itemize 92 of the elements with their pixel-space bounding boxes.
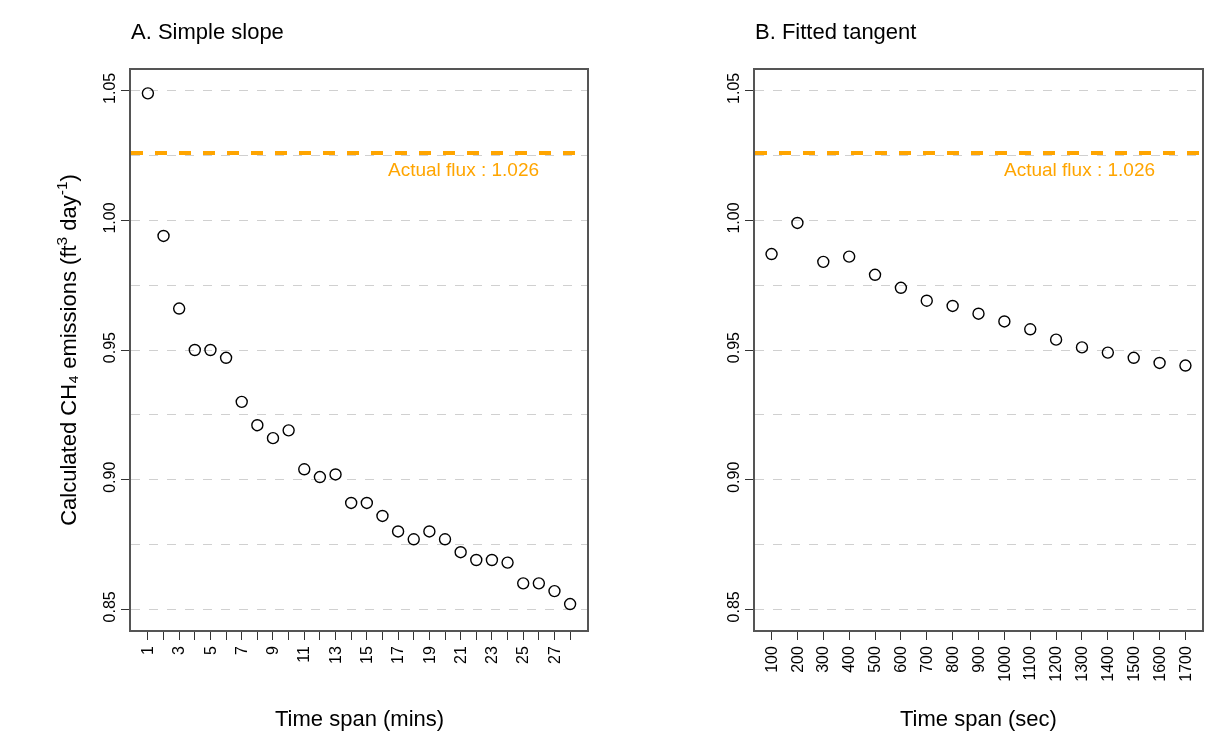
point (868, 268, 882, 282)
point (141, 87, 155, 100)
x-tick-label: 500 (866, 646, 884, 673)
y-tick-label: 0.85 (100, 591, 118, 623)
x-tick-label: 5 (201, 646, 219, 656)
point (563, 597, 577, 611)
x-tick-label: 900 (969, 646, 987, 673)
point (501, 556, 514, 569)
point (1049, 333, 1063, 346)
point (517, 577, 530, 590)
point (438, 533, 452, 546)
point (894, 281, 908, 294)
point (266, 431, 280, 445)
point (360, 496, 374, 510)
y-tick-label: 0.95 (724, 331, 742, 364)
point (470, 553, 483, 567)
x-tick-label: 11 (295, 646, 313, 663)
point (485, 553, 499, 567)
point (188, 343, 201, 357)
point (251, 418, 264, 432)
point (454, 546, 467, 559)
x-tick-label: 23 (483, 646, 501, 664)
point (946, 299, 959, 313)
point (972, 307, 985, 320)
point (172, 302, 186, 315)
x-tick-label: 1400 (1099, 646, 1117, 682)
point (329, 468, 342, 481)
point (298, 463, 311, 476)
x-tick-label: 1000 (995, 646, 1013, 682)
x-tick-label: 100 (762, 646, 780, 673)
x-tick-label: 1300 (1073, 646, 1091, 682)
point (920, 294, 933, 307)
point (157, 229, 170, 243)
x-axis-title: Time span (sec) (900, 706, 1057, 731)
x-tick-label: 13 (326, 646, 344, 664)
x-tick-label: 17 (389, 646, 407, 664)
ref-line-label: Actual flux : 1.026 (1004, 159, 1156, 180)
y-tick-label: 1.00 (100, 202, 118, 234)
point (204, 343, 217, 357)
point (235, 395, 248, 409)
chart-title: B. Fitted tangent (755, 19, 917, 45)
point (548, 584, 561, 598)
chart-title: A. Simple slope (131, 19, 284, 45)
point (1127, 351, 1140, 364)
y-tick-label: 0.95 (100, 331, 118, 364)
y-tick-label: 1.05 (100, 72, 118, 104)
ref-line-label: Actual flux : 1.026 (388, 159, 540, 180)
point (791, 216, 804, 230)
point (344, 496, 358, 510)
point (1153, 356, 1166, 370)
x-tick-label: 200 (788, 646, 806, 673)
point (842, 250, 856, 263)
x-tick-label: 300 (814, 646, 832, 673)
point (998, 315, 1011, 328)
y-tick-label: 0.90 (724, 461, 742, 493)
point (1179, 359, 1192, 372)
point (1075, 341, 1089, 354)
y-tick-label: 0.85 (724, 591, 742, 623)
point (407, 533, 420, 546)
x-tick-label: 7 (232, 646, 250, 656)
point (765, 247, 778, 261)
x-tick-label: 9 (264, 646, 282, 656)
x-tick-label: 15 (358, 646, 376, 664)
x-tick-label: 800 (943, 646, 961, 673)
point (313, 470, 327, 484)
x-tick-label: 600 (892, 646, 910, 673)
x-tick-label: 1200 (1047, 646, 1065, 682)
point (1101, 346, 1115, 359)
x-tick-label: 1700 (1176, 646, 1194, 682)
x-tick-label: 21 (451, 646, 469, 664)
x-axis-title: Time span (mins) (275, 706, 445, 731)
point (282, 424, 295, 437)
point (423, 525, 436, 538)
point (817, 255, 830, 269)
y-tick-label: 1.00 (724, 202, 742, 234)
x-tick-label: 1500 (1124, 646, 1142, 682)
point (376, 509, 389, 523)
x-tick-label: 3 (170, 646, 188, 656)
x-tick-label: 27 (545, 646, 563, 664)
x-tick-label: 1 (139, 646, 157, 656)
x-tick-label: 400 (840, 646, 858, 673)
x-tick-label: 1600 (1150, 646, 1168, 682)
x-tick-label: 700 (917, 646, 935, 673)
point (1024, 323, 1037, 336)
x-tick-label: 19 (420, 646, 438, 664)
x-tick-label: 1100 (1021, 646, 1039, 681)
point (219, 351, 233, 364)
y-tick-label: 1.05 (724, 72, 742, 104)
y-tick-label: 0.90 (100, 461, 118, 493)
point (391, 525, 405, 538)
point (532, 577, 546, 590)
x-tick-label: 25 (514, 646, 532, 664)
